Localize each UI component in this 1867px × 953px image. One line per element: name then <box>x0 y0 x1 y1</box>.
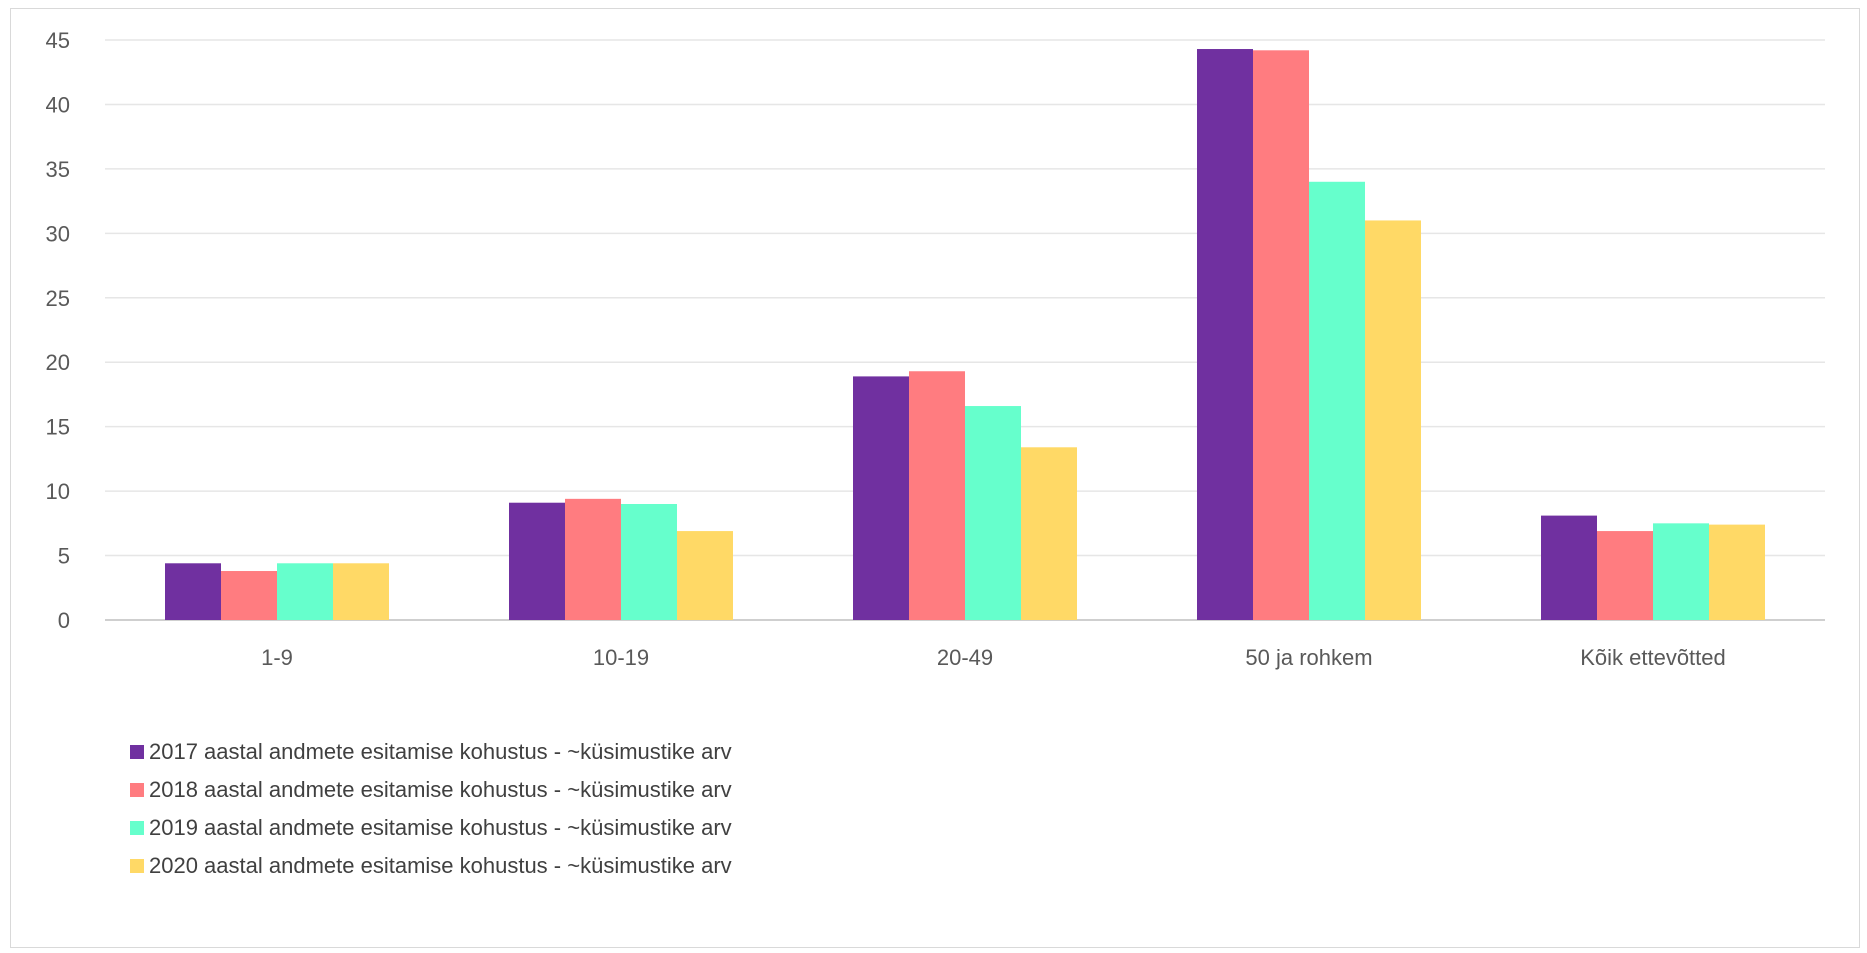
legend-item: 2017 aastal andmete esitamise kohustus -… <box>130 733 1030 771</box>
legend-item: 2020 aastal andmete esitamise kohustus -… <box>130 847 1030 885</box>
legend-swatch <box>130 859 144 873</box>
bar <box>1365 220 1421 620</box>
bar <box>853 376 909 620</box>
legend-label: 2017 aastal andmete esitamise kohustus -… <box>149 739 732 764</box>
bar <box>509 502 565 620</box>
y-tick-label: 45 <box>46 28 70 53</box>
y-axis-ticks: 0 5 10 15 20 25 30 35 40 45 <box>46 28 70 633</box>
x-axis-ticks: 1-9 10-19 20-49 50 ja rohkem Kõik ettevõtted <box>261 645 1726 670</box>
legend-label: 2020 aastal andmete esitamise kohustus -… <box>149 853 732 878</box>
bar <box>1309 181 1365 620</box>
bar <box>1653 523 1709 620</box>
y-tick-label: 30 <box>46 221 70 246</box>
legend-label: 2018 aastal andmete esitamise kohustus -… <box>149 777 732 802</box>
bar <box>565 498 621 620</box>
legend-swatch <box>130 783 144 797</box>
bars <box>165 49 1765 621</box>
x-tick-label: 50 ja rohkem <box>1245 645 1372 670</box>
bar <box>965 406 1021 620</box>
x-tick-label: 10-19 <box>593 645 649 670</box>
y-tick-label: 5 <box>58 544 70 569</box>
bar <box>221 571 277 620</box>
gridlines <box>105 39 1825 621</box>
y-tick-label: 0 <box>58 608 70 633</box>
bar <box>1709 524 1765 620</box>
y-tick-label: 15 <box>46 415 70 440</box>
bar <box>333 563 389 620</box>
y-tick-label: 25 <box>46 286 70 311</box>
x-tick-label: Kõik ettevõtted <box>1580 645 1726 670</box>
bar <box>677 531 733 620</box>
x-tick-label: 1-9 <box>261 645 293 670</box>
bar <box>1253 50 1309 621</box>
bar <box>621 504 677 620</box>
y-tick-label: 40 <box>46 92 70 117</box>
x-tick-label: 20-49 <box>937 645 993 670</box>
bar <box>1541 515 1597 620</box>
legend-swatch <box>130 745 144 759</box>
y-tick-label: 10 <box>46 479 70 504</box>
y-tick-label: 20 <box>46 350 70 375</box>
legend-label: 2019 aastal andmete esitamise kohustus -… <box>149 815 732 840</box>
bar <box>1021 447 1077 620</box>
legend-item: 2019 aastal andmete esitamise kohustus -… <box>130 809 1030 847</box>
bar-chart: 0 5 10 15 20 25 30 35 40 45 1-9 10-19 20-49 50 ja ro… <box>46 28 1825 670</box>
legend: 2017 aastal andmete esitamise kohustus -… <box>130 733 1030 885</box>
bar <box>909 371 965 620</box>
legend-item: 2018 aastal andmete esitamise kohustus -… <box>130 771 1030 809</box>
bar <box>1597 531 1653 620</box>
y-tick-label: 35 <box>46 157 70 182</box>
bar <box>1197 49 1253 621</box>
bar <box>277 563 333 620</box>
legend-swatch <box>130 821 144 835</box>
bar <box>165 563 221 620</box>
